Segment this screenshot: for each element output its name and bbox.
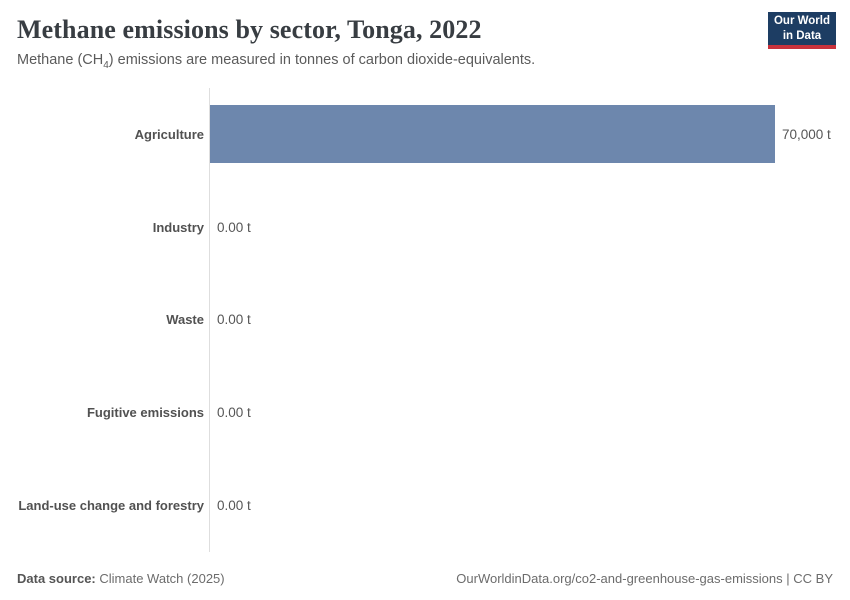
subtitle-text: Methane (CH	[17, 52, 104, 68]
footer-license: CC BY	[793, 571, 833, 586]
category-label: Industry	[152, 219, 204, 235]
value-label: 0.00 t	[217, 405, 251, 421]
category-label: Land-use change and forestry	[18, 498, 204, 514]
category-label: Waste	[166, 312, 204, 328]
category-label: Fugitive emissions	[86, 405, 204, 421]
value-label: 0.00 t	[217, 219, 251, 235]
bar-row-agriculture: Agriculture 70,000 t	[0, 88, 850, 181]
chart-footer: Data source: Climate Watch (2025) OurWor…	[17, 571, 833, 586]
bar-row-land-use: Land-use change and forestry 0.00 t	[0, 459, 850, 552]
footer-url-link[interactable]: OurWorldinData.org/co2-and-greenhouse-ga…	[456, 571, 833, 586]
value-label: 0.00 t	[217, 312, 251, 328]
footer-url: OurWorldinData.org/co2-and-greenhouse-ga…	[456, 571, 783, 586]
data-source-label: Data source:	[17, 571, 96, 586]
value-label: 70,000 t	[782, 126, 831, 142]
bar-row-waste: Waste 0.00 t	[0, 274, 850, 367]
bar-agriculture	[210, 105, 775, 164]
chart-subtitle: Methane (CH4) emissions are measured in …	[17, 52, 535, 71]
page-title: Methane emissions by sector, Tonga, 2022	[17, 15, 482, 44]
y-axis-line	[209, 88, 210, 552]
bar-row-industry: Industry 0.00 t	[0, 181, 850, 274]
value-label: 0.00 t	[217, 498, 251, 514]
data-source: Data source: Climate Watch (2025)	[17, 571, 225, 586]
footer-separator: |	[782, 571, 794, 586]
owid-logo-line1: Our World	[773, 15, 830, 28]
subtitle-text-after: ) emissions are measured in tonnes of ca…	[108, 52, 536, 68]
owid-logo-line2: in Data	[782, 29, 822, 42]
bar-chart: Agriculture 70,000 t Industry 0.00 t Was…	[0, 88, 850, 552]
subtitle-subscript: 4	[103, 59, 109, 71]
data-source-value: Climate Watch (2025)	[99, 571, 225, 586]
bar-row-fugitive-emissions: Fugitive emissions 0.00 t	[0, 366, 850, 459]
owid-logo[interactable]: Our World in Data	[768, 12, 836, 49]
category-label: Agriculture	[134, 126, 204, 142]
